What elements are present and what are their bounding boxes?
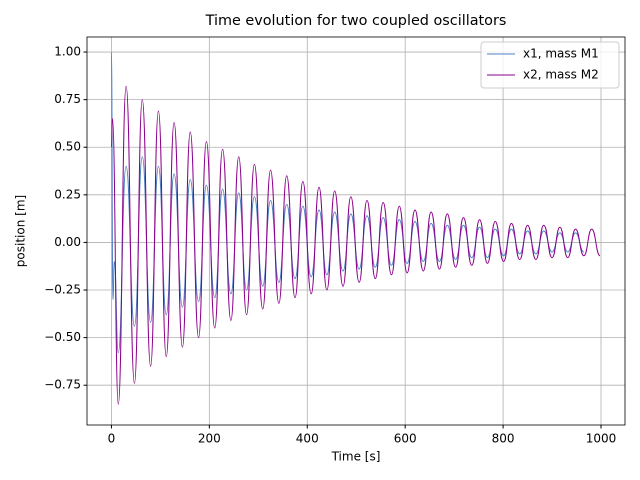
legend-label: x1, mass M1 [523,47,599,61]
x-tick-label: 600 [394,432,417,446]
y-tick-label: −0.50 [44,330,81,344]
series-line [110,85,601,405]
x-tick-label: 400 [296,432,319,446]
x-tick-label: 0 [108,432,116,446]
x-tick-label: 800 [492,432,515,446]
y-tick-label: 1.00 [54,45,81,59]
y-tick-label: −0.25 [44,283,81,297]
y-tick-label: −0.75 [44,378,81,392]
y-axis-label: position [m] [14,195,28,267]
series-line [110,51,585,354]
y-tick-label: 0.25 [54,187,81,201]
x-axis-label: Time [s] [331,450,381,464]
y-tick-label: 0.00 [54,235,81,249]
chart-title: Time evolution for two coupled oscillato… [205,13,507,29]
legend-label: x2, mass M2 [523,68,599,82]
plot-frame [86,36,626,426]
x-tick-label: 200 [198,432,221,446]
y-tick-label: 0.50 [54,140,81,154]
legend-box [480,41,620,89]
y-tick-label: 0.75 [54,92,81,106]
x-tick-label: 1000 [586,432,617,446]
